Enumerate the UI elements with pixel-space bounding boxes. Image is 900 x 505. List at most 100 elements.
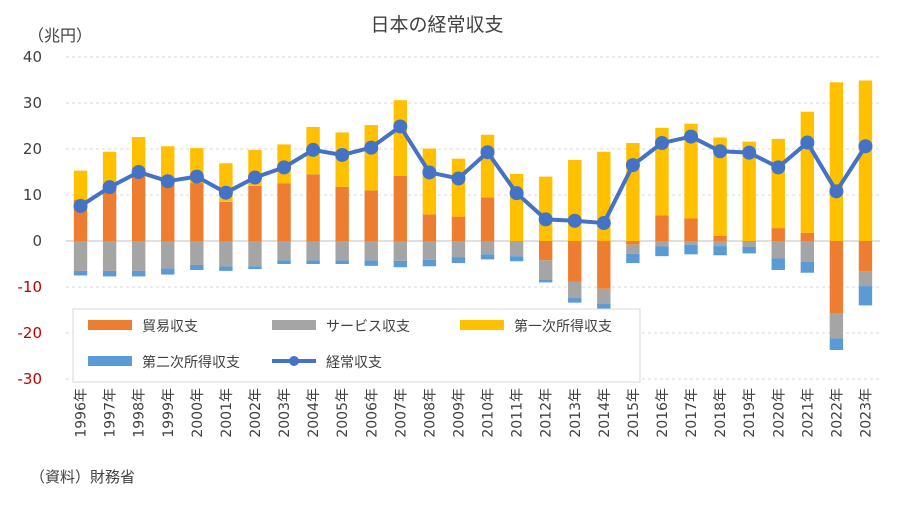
bar-trade [102,183,117,241]
bar-primary-income [73,170,88,200]
bar-trade [131,167,146,241]
y-axis-unit-label: （兆円） [28,26,92,45]
current-account-point [800,135,815,150]
bar-secondary-income [73,270,88,276]
bar-services [568,281,582,299]
current-account-point [771,160,786,175]
current-account-point [160,174,175,189]
y-axis-ticks: -30 -20 -10 0 10 20 30 40 [18,48,43,388]
bar-primary-income [771,138,785,229]
x-tick-label: 2023年 [858,388,874,438]
bar-secondary-income [829,338,844,351]
bar-trade [248,185,262,241]
source-note: （資料）財務省 [30,468,136,486]
x-tick-label: 2000年 [190,388,206,438]
bar-secondary-income [306,260,320,264]
x-tick-label: 1998年 [132,388,148,438]
current-account-point [625,158,640,173]
current-account-point [277,160,292,175]
current-account-point [509,186,524,201]
y-tick-label: -20 [18,324,43,342]
current-account-point [567,213,582,228]
x-tick-label: 2007年 [393,388,409,438]
x-tick-label: 2016年 [655,388,671,438]
bar-trade [393,175,408,241]
bar-primary-income [422,148,437,215]
x-tick-label: 1997年 [103,388,119,438]
bar-trade [364,190,378,241]
bar-trade [306,174,320,241]
bar-primary-income [393,100,408,176]
bar-trade [161,176,175,241]
bar-trade [451,216,466,241]
current-account-point [480,145,495,160]
x-tick-label: 2001年 [219,388,235,438]
bar-primary-income [742,141,756,241]
legend-label-services: サービス収支 [326,319,410,335]
x-tick-label: 2013年 [568,388,584,438]
bar-trade [742,241,756,242]
y-tick-label: 0 [32,232,42,250]
bar-services [73,241,88,271]
bar-trade [829,241,844,314]
x-tick-label: 2005年 [335,388,351,438]
x-tick-label: 2022年 [829,388,845,438]
x-tick-label: 2002年 [248,388,264,438]
x-tick-label: 2004年 [306,388,322,438]
legend-swatch-trade [88,320,132,330]
bar-services [161,241,175,269]
legend-label-secondary-income: 第二次所得収支 [142,354,240,371]
bar-primary-income [684,123,698,219]
x-tick-label: 2021年 [800,388,816,438]
current-account-point [451,171,466,186]
bar-services [713,241,727,247]
bar-trade [277,183,291,241]
x-tick-label: 2006年 [364,388,380,438]
bar-trade [858,241,873,272]
bar-secondary-income [626,253,640,264]
bar-services [451,241,466,258]
bar-secondary-income [684,244,698,255]
current-account-point [247,170,262,185]
x-tick-label: 2003年 [277,388,293,438]
current-account-point [858,139,873,154]
bar-secondary-income [713,246,727,256]
bar-services [480,241,495,255]
bar-secondary-income [161,268,175,275]
legend-marker-current-account [289,356,299,366]
current-account-point [189,169,204,184]
current-account-point [131,165,146,179]
bar-services [800,241,815,262]
x-tick-label: 2014年 [597,388,613,438]
bar-secondary-income [219,266,233,271]
bar-primary-income [131,137,146,168]
x-tick-label: 2017年 [684,388,700,438]
bar-trade [771,228,785,241]
bar-primary-income [538,176,553,241]
bar-primary-income [161,146,175,177]
stacked-bars [73,80,873,351]
bar-secondary-income [451,257,466,264]
bar-services [335,241,349,261]
bar-trade [684,218,698,241]
x-tick-label: 1999年 [161,388,177,438]
bar-secondary-income [538,279,553,283]
bar-secondary-income [335,260,349,264]
bar-primary-income [568,160,582,241]
bar-secondary-income [771,258,785,270]
bar-secondary-income [568,298,582,303]
bar-services [538,260,553,280]
bar-primary-income [451,158,466,217]
bar-secondary-income [364,260,378,266]
bar-trade [626,241,640,245]
bar-services [858,271,873,287]
bar-services [219,241,233,267]
current-account-point [742,145,757,160]
bar-primary-income [626,143,640,241]
x-tick-label: 2008年 [422,388,438,438]
bar-secondary-income [858,286,873,306]
bar-trade [655,215,669,241]
x-tick-label: 2015年 [626,388,642,438]
legend-swatch-services [272,320,316,330]
